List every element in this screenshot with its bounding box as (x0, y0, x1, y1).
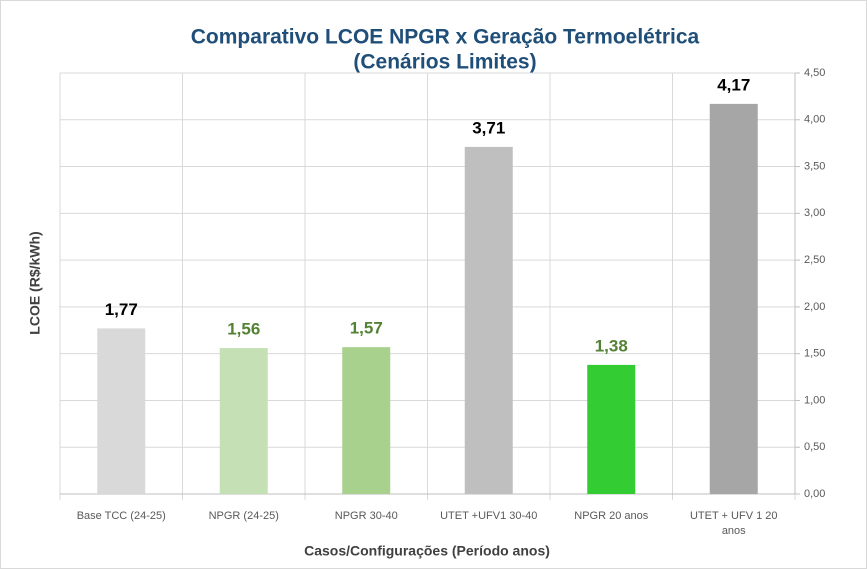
x-axis-label: Casos/Configurações (Período anos) (304, 543, 550, 559)
data-label: 1,57 (350, 319, 383, 338)
y-tick-label: 1,50 (804, 348, 825, 360)
x-tick-label: NPGR 30-40 (335, 510, 398, 522)
y-tick-label: 3,50 (804, 160, 825, 172)
bar (464, 146, 513, 495)
y-tick-label: 1,00 (804, 394, 825, 406)
y-tick-label: 4,00 (804, 114, 825, 126)
bar (587, 364, 636, 494)
data-label: 1,56 (227, 320, 260, 339)
chart-subtitle: (Cenários Limites) (353, 51, 536, 74)
bar (709, 103, 758, 494)
x-tick-label: UTET + UFV 1 20 anos (690, 510, 778, 537)
y-tick-label: 2,00 (804, 301, 825, 313)
chart-title: Comparativo LCOE NPGR x Geração Termoelé… (191, 26, 700, 49)
data-label: 4,17 (717, 75, 750, 94)
bar (97, 328, 146, 494)
x-tick-label: NPGR 20 anos (574, 510, 648, 522)
data-label: 1,77 (105, 300, 138, 319)
data-label: 3,71 (472, 118, 505, 137)
x-tick-label: UTET +UFV1 30-40 (440, 510, 537, 522)
y-tick-label: 0,00 (804, 488, 825, 500)
y-tick-label: 0,50 (804, 441, 825, 453)
y-tick-label: 4,50 (804, 67, 825, 79)
y-tick-label: 2,50 (804, 254, 825, 266)
bar (342, 347, 391, 494)
y-axis-label: LCOE (R$/kWh) (27, 231, 43, 334)
x-tick-label: NPGR (24-25) (209, 510, 279, 522)
bar (219, 348, 268, 494)
y-tick-label: 3,00 (804, 207, 825, 219)
x-tick-label: Base TCC (24-25) (77, 510, 166, 522)
data-label: 1,38 (595, 336, 628, 355)
